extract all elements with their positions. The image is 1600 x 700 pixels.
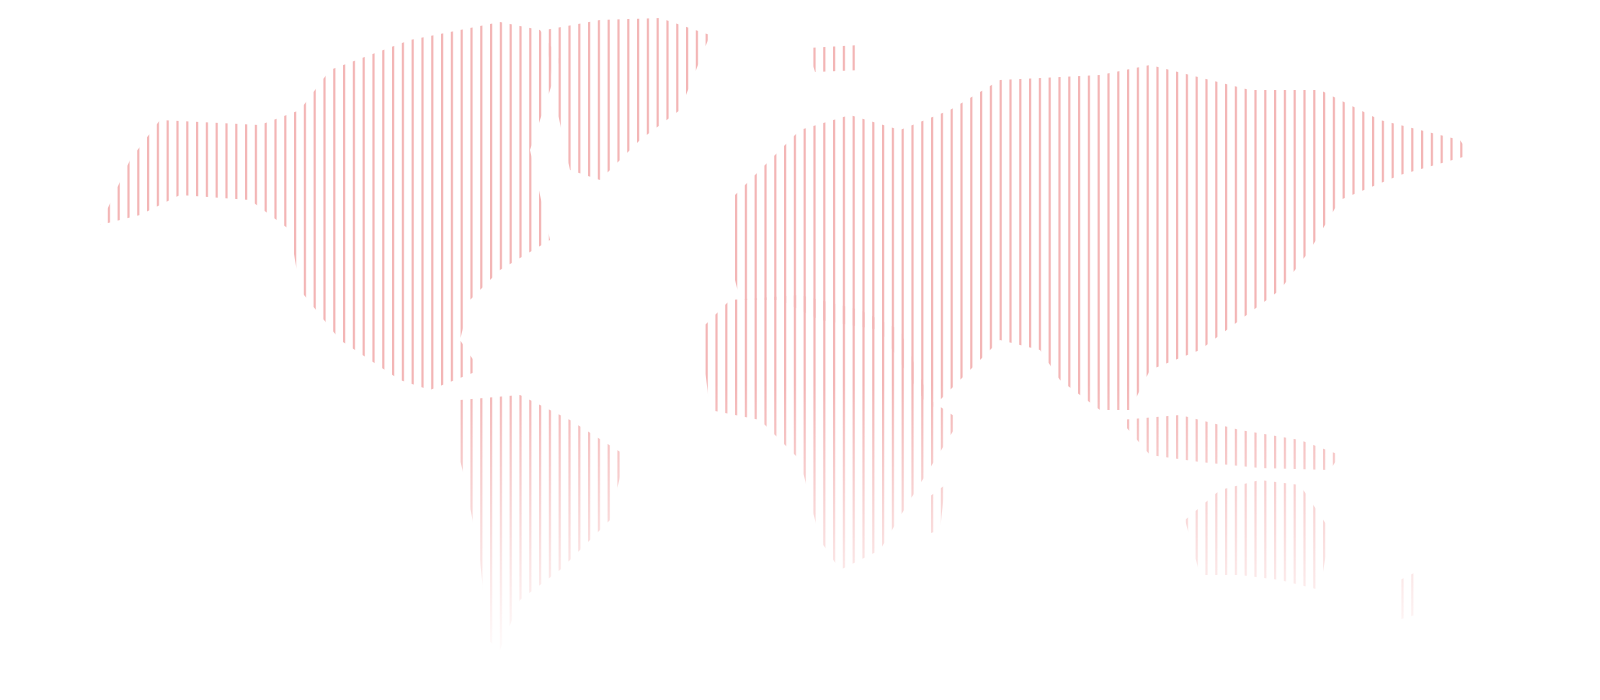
north-america <box>100 22 560 390</box>
greenland <box>545 18 710 180</box>
madagascar <box>925 485 945 535</box>
australia <box>1185 480 1330 590</box>
africa <box>700 295 960 570</box>
eurasia <box>730 65 1470 410</box>
continents <box>100 18 1470 650</box>
southeast-asia-islands <box>1120 415 1340 470</box>
svalbard <box>808 45 862 72</box>
new-zealand <box>1398 570 1420 620</box>
south-america <box>455 395 625 650</box>
